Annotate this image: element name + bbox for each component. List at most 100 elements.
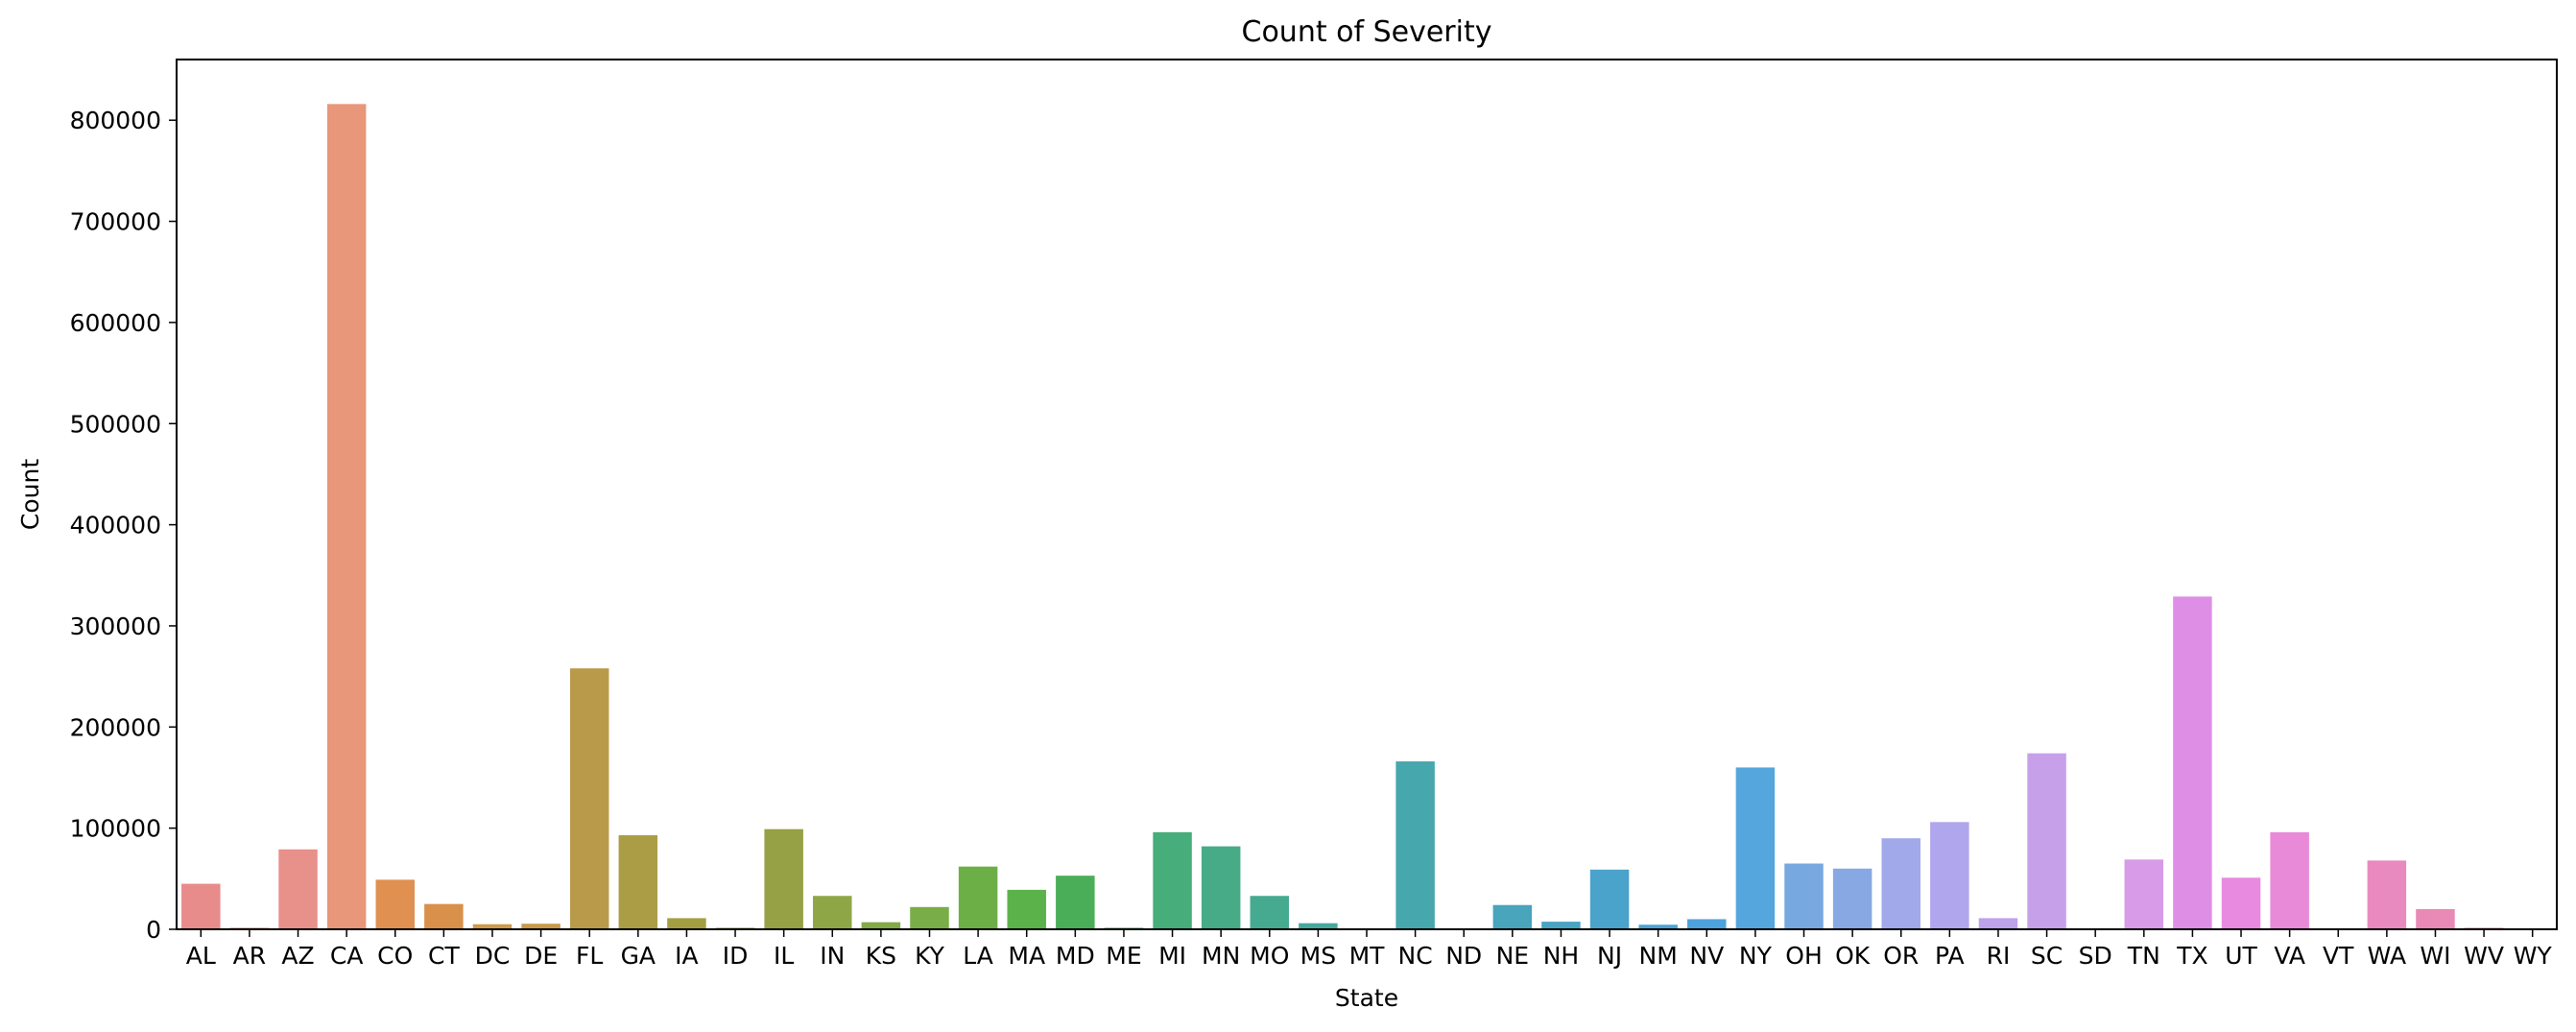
bar-ks <box>861 922 901 929</box>
y-tick-label: 300000 <box>70 612 161 640</box>
x-tick-label: IL <box>774 942 794 970</box>
x-tick-label: TN <box>2127 942 2160 970</box>
bar-ms <box>1299 923 1338 929</box>
bar-ok <box>1832 868 1872 929</box>
chart-title: Count of Severity <box>1242 15 1492 49</box>
bar-de <box>521 924 561 929</box>
bar-pa <box>1930 822 1969 929</box>
x-tick-label: WA <box>2368 942 2406 970</box>
y-tick-label: 500000 <box>70 410 161 438</box>
x-tick-label: MA <box>1008 942 1045 970</box>
x-tick-label: VT <box>2323 942 2354 970</box>
bar-oh <box>1784 863 1824 929</box>
x-tick-label: WY <box>2514 942 2553 970</box>
bar-nh <box>1541 922 1581 929</box>
bar-co <box>375 879 415 929</box>
x-tick-label: DE <box>524 942 558 970</box>
x-tick-label: TX <box>2176 942 2207 970</box>
bar-ma <box>1007 889 1046 929</box>
bar-mn <box>1201 846 1241 929</box>
x-tick-label: NH <box>1543 942 1580 970</box>
y-axis: 0 100000 200000 300000 400000 500000 600000 700… <box>70 107 177 944</box>
x-tick-label: RI <box>1987 942 2011 970</box>
bar-ri <box>1978 918 2018 929</box>
x-tick-label: UT <box>2225 942 2257 970</box>
x-tick-label: MI <box>1158 942 1186 970</box>
bars-layer <box>181 104 2552 930</box>
bar-in <box>813 896 852 929</box>
bar-ia <box>667 918 706 929</box>
bar-ne <box>1492 904 1533 929</box>
bar-wi <box>2416 908 2455 929</box>
x-tick-label: AR <box>233 942 266 970</box>
x-tick-label: IN <box>820 942 845 970</box>
bar-nj <box>1589 869 1630 929</box>
x-tick-label: NY <box>1739 942 1773 970</box>
x-tick-label: IA <box>675 942 698 970</box>
x-tick-label: SC <box>2031 942 2063 970</box>
x-tick-label: NV <box>1689 942 1724 970</box>
bar-dc <box>472 924 513 929</box>
x-tick-label: MT <box>1349 942 1386 970</box>
x-tick-label: AZ <box>281 942 314 970</box>
x-axis-label: State <box>1335 984 1398 1012</box>
x-axis: AL AR AZ CA CO CT DC DE FL GA IA ID IL IN KS KY LA MA MD ME… <box>186 929 2553 970</box>
bar-nc <box>1395 761 1435 929</box>
bar-or <box>1881 838 1920 929</box>
x-tick-label: LA <box>963 942 993 970</box>
y-tick-label: 200000 <box>70 713 161 741</box>
x-tick-label: DC <box>475 942 511 970</box>
x-tick-label: MO <box>1250 942 1289 970</box>
y-tick-label: 100000 <box>70 815 161 843</box>
x-tick-label: MD <box>1056 942 1095 970</box>
x-tick-label: GA <box>621 942 656 970</box>
y-tick-label: 0 <box>146 916 161 944</box>
x-tick-label: FL <box>576 942 603 970</box>
x-tick-label: NE <box>1496 942 1530 970</box>
x-tick-label: KY <box>915 942 945 970</box>
x-tick-label: KS <box>866 942 896 970</box>
x-tick-label: CA <box>330 942 364 970</box>
bar-nv <box>1687 919 1727 929</box>
bar-nm <box>1638 924 1678 929</box>
bar-ct <box>424 903 464 929</box>
bar-mi <box>1153 831 1192 929</box>
bar-ga <box>618 835 658 929</box>
x-tick-label: ID <box>723 942 749 970</box>
y-tick-label: 400000 <box>70 512 161 540</box>
x-tick-label: OR <box>1883 942 1919 970</box>
x-tick-label: ME <box>1106 942 1141 970</box>
bar-al <box>181 883 221 929</box>
bar-ny <box>1735 767 1776 929</box>
x-tick-label: MN <box>1202 942 1240 970</box>
y-tick-label: 700000 <box>70 208 161 236</box>
x-tick-label: CT <box>428 942 460 970</box>
x-tick-label: VA <box>2274 942 2305 970</box>
bar-tx <box>2173 596 2212 929</box>
bar-il <box>764 828 803 929</box>
y-axis-label: Count <box>16 459 44 530</box>
y-tick-label: 600000 <box>70 309 161 337</box>
x-tick-label: PA <box>1935 942 1965 970</box>
bar-wa <box>2367 860 2407 929</box>
x-tick-label: NJ <box>1597 942 1622 970</box>
bar-la <box>958 866 998 929</box>
x-tick-label: SD <box>2079 942 2112 970</box>
y-tick-label: 800000 <box>70 107 161 134</box>
x-tick-label: ND <box>1445 942 1482 970</box>
x-tick-label: MS <box>1300 942 1336 970</box>
bar-az <box>278 849 318 929</box>
x-tick-label: OK <box>1835 942 1871 970</box>
bar-ut <box>2221 877 2261 929</box>
x-tick-label: OH <box>1785 942 1822 970</box>
x-tick-label: WV <box>2464 942 2504 970</box>
x-tick-label: WI <box>2420 942 2450 970</box>
bar-tn <box>2124 859 2164 929</box>
bar-sc <box>2027 753 2066 929</box>
x-tick-label: AL <box>186 942 216 970</box>
x-tick-label: NC <box>1398 942 1433 970</box>
bar-va <box>2270 831 2309 929</box>
plot-frame <box>176 59 2558 930</box>
